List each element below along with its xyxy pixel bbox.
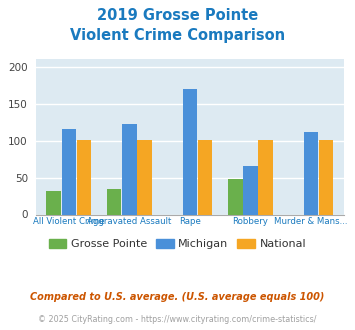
Bar — [198, 140, 212, 214]
Text: Compared to U.S. average. (U.S. average equals 100): Compared to U.S. average. (U.S. average … — [30, 292, 325, 302]
Bar — [47, 191, 61, 214]
Bar — [319, 140, 333, 214]
Bar — [122, 124, 137, 214]
Bar — [107, 189, 121, 214]
Legend: Grosse Pointe, Michigan, National: Grosse Pointe, Michigan, National — [44, 234, 311, 253]
Bar — [183, 89, 197, 214]
Bar — [137, 140, 152, 214]
Bar — [61, 129, 76, 214]
Text: 2019 Grosse Pointe: 2019 Grosse Pointe — [97, 8, 258, 23]
Bar — [228, 179, 242, 215]
Bar — [258, 140, 273, 214]
Text: © 2025 CityRating.com - https://www.cityrating.com/crime-statistics/: © 2025 CityRating.com - https://www.city… — [38, 315, 317, 324]
Bar — [77, 140, 91, 214]
Bar — [304, 132, 318, 214]
Bar — [243, 166, 258, 214]
Text: Violent Crime Comparison: Violent Crime Comparison — [70, 28, 285, 43]
